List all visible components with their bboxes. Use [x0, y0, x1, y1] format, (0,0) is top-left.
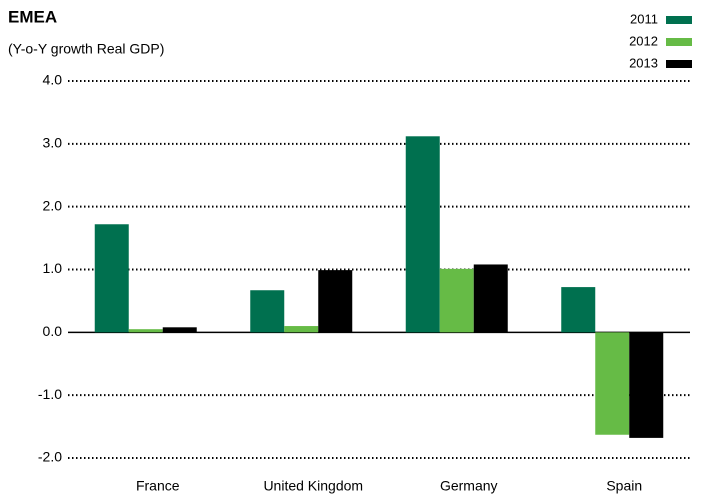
legend-label: 2013 — [629, 55, 658, 70]
legend-label: 2012 — [629, 33, 658, 48]
legend-swatch — [666, 16, 692, 24]
y-tick-label: 2.0 — [43, 197, 63, 213]
bar — [439, 268, 474, 333]
y-tick-label: -1.0 — [38, 386, 62, 402]
bar — [94, 224, 129, 333]
legend-label: 2011 — [630, 11, 658, 26]
x-tick-label: Spain — [606, 478, 642, 494]
bar — [561, 287, 596, 333]
y-tick-label: 4.0 — [43, 72, 63, 88]
bar — [250, 290, 285, 333]
chart-subtitle: (Y-o-Y growth Real GDP) — [8, 41, 164, 57]
x-tick-label: France — [136, 478, 180, 494]
bar — [473, 264, 508, 333]
bar — [405, 136, 440, 333]
bar — [629, 332, 664, 438]
y-tick-label: 3.0 — [43, 135, 63, 151]
x-tick-label: United Kingdom — [263, 478, 363, 494]
bar — [162, 327, 197, 333]
y-tick-label: 0.0 — [43, 323, 63, 339]
y-tick-label: -2.0 — [38, 449, 62, 465]
y-tick-label: 1.0 — [43, 260, 63, 276]
bar — [318, 270, 353, 333]
bar — [595, 332, 630, 435]
bar — [128, 329, 163, 333]
legend-swatch — [666, 60, 692, 68]
chart-title: EMEA — [8, 7, 57, 26]
bar — [284, 326, 319, 333]
x-tick-label: Germany — [440, 478, 498, 494]
legend-swatch — [666, 38, 692, 46]
